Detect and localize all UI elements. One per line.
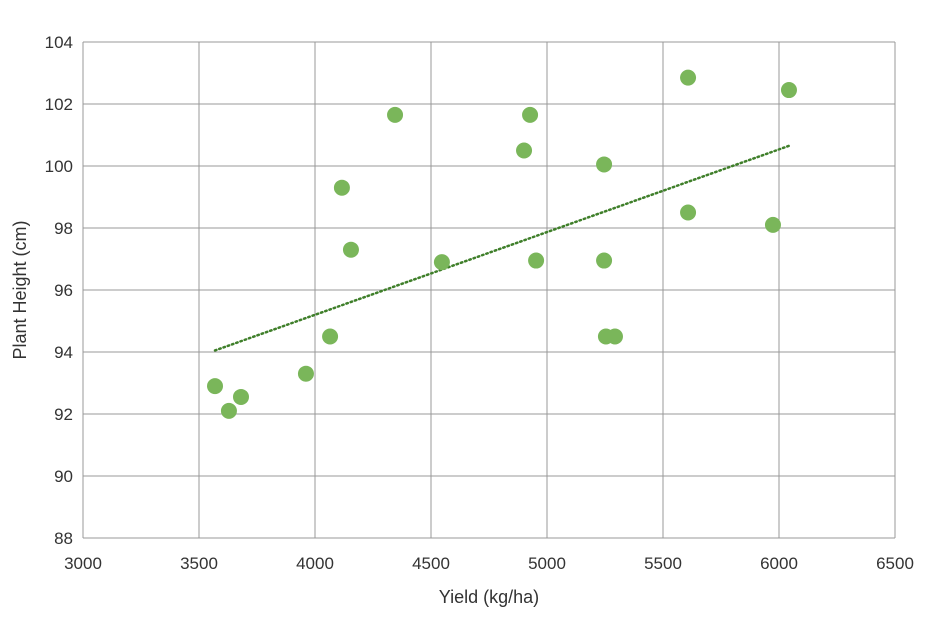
- data-points: [207, 69, 797, 419]
- y-tick-label: 98: [54, 219, 73, 238]
- y-tick-label: 90: [54, 467, 73, 486]
- x-axis-label: Yield (kg/ha): [439, 587, 539, 607]
- trendline: [213, 144, 791, 352]
- data-point: [764, 216, 781, 233]
- data-point: [333, 179, 350, 196]
- x-tick-label: 6000: [760, 554, 798, 573]
- x-tick-label: 6500: [876, 554, 914, 573]
- y-tick-label: 100: [45, 157, 73, 176]
- data-point: [232, 388, 249, 405]
- data-point: [780, 82, 797, 99]
- x-tick-label: 3000: [64, 554, 102, 573]
- data-point: [297, 365, 314, 382]
- data-point: [596, 252, 613, 269]
- x-tick-label: 3500: [180, 554, 218, 573]
- data-point: [220, 402, 237, 419]
- y-tick-label: 92: [54, 405, 73, 424]
- data-point: [516, 142, 533, 159]
- x-tick-label: 4000: [296, 554, 334, 573]
- y-tick-label: 102: [45, 95, 73, 114]
- grid: [82, 41, 896, 539]
- data-point: [606, 328, 623, 345]
- data-point: [680, 204, 697, 221]
- y-tick-label: 104: [45, 33, 73, 52]
- data-point: [387, 106, 404, 123]
- y-tick-label: 96: [54, 281, 73, 300]
- y-tick-labels: 88 90 92 94 96 98 100 102 104: [45, 33, 73, 548]
- y-tick-label: 94: [54, 343, 73, 362]
- data-point: [342, 241, 359, 258]
- data-point: [522, 106, 539, 123]
- x-tick-label: 5000: [528, 554, 566, 573]
- y-tick-label: 88: [54, 529, 73, 548]
- x-tick-label: 5500: [644, 554, 682, 573]
- y-axis-label: Plant Height (cm): [10, 220, 30, 359]
- data-point: [680, 69, 697, 86]
- trendline-segment: [213, 144, 791, 352]
- data-point: [528, 252, 545, 269]
- data-point: [207, 378, 224, 395]
- x-tick-label: 4500: [412, 554, 450, 573]
- x-tick-labels: 3000 3500 4000 4500 5000 5500 6000 6500: [64, 554, 914, 573]
- data-point: [433, 254, 450, 271]
- data-point: [322, 328, 339, 345]
- data-point: [596, 156, 613, 173]
